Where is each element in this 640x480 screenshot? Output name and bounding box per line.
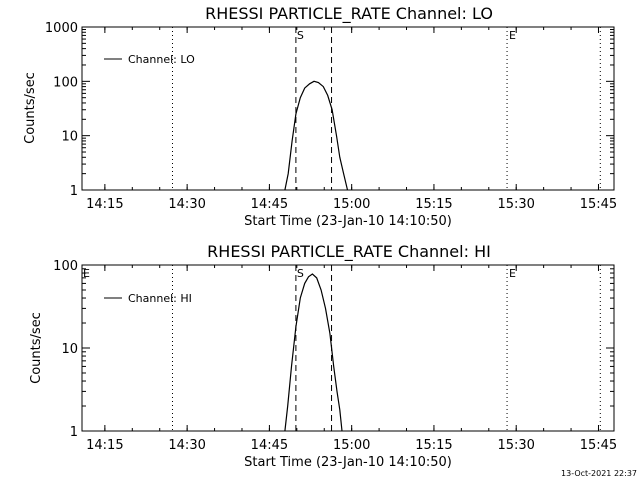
chart-panel-hi: RHESSI PARTICLE_RATE Channel: HI 14:15 14… xyxy=(29,242,617,470)
x-tick-label: 15:00 xyxy=(333,197,370,212)
chart-panel-lo: RHESSI PARTICLE_RATE Channel: LO 14:15 14… xyxy=(23,4,617,229)
y-tick-label: 100 xyxy=(53,259,78,274)
y-ticks: 1 10 100 1000 xyxy=(45,21,614,199)
y-tick-label: 1 xyxy=(70,425,78,440)
y-tick-label: 10 xyxy=(61,130,78,145)
y-tick-label: 1 xyxy=(70,184,78,199)
legend: Channel: LO xyxy=(104,53,195,66)
x-tick-label: 14:15 xyxy=(86,197,123,212)
x-tick-label: 15:15 xyxy=(415,438,452,453)
x-tick-label: 14:45 xyxy=(251,438,288,453)
chart-title: RHESSI PARTICLE_RATE Channel: LO xyxy=(205,4,493,24)
corner-mark: E xyxy=(83,267,90,280)
x-axis-label: Start Time (23-Jan-10 14:10:50) xyxy=(244,455,452,470)
y-tick-label: 1000 xyxy=(45,21,78,36)
legend-label: Channel: HI xyxy=(128,292,192,305)
legend-label: Channel: LO xyxy=(128,53,195,66)
x-tick-label: 14:45 xyxy=(251,197,288,212)
x-tick-label: 14:15 xyxy=(86,438,123,453)
x-tick-label: 15:15 xyxy=(415,197,452,212)
chart-title: RHESSI PARTICLE_RATE Channel: HI xyxy=(207,242,491,262)
series-line xyxy=(284,80,349,191)
legend: Channel: HI xyxy=(104,292,192,305)
y-tick-label: 10 xyxy=(61,342,78,357)
timestamp: 13-Oct-2021 22:37 xyxy=(561,469,637,478)
x-ticks: 14:15 14:30 14:45 15:00 15:15 15:30 15:45 xyxy=(86,27,617,212)
series-line xyxy=(284,273,343,432)
x-tick-label: 15:30 xyxy=(497,197,534,212)
marker-label: S xyxy=(297,267,304,280)
y-axis-label: Counts/sec xyxy=(29,312,44,384)
x-axis-label: Start Time (23-Jan-10 14:10:50) xyxy=(244,214,452,229)
marker-label: E xyxy=(509,267,516,280)
y-tick-label: 100 xyxy=(53,75,78,90)
x-tick-label: 15:45 xyxy=(580,197,617,212)
y-ticks: 1 10 100 xyxy=(53,259,614,440)
plot-frame xyxy=(81,26,615,191)
data-series xyxy=(284,273,343,432)
x-tick-label: 15:30 xyxy=(497,438,534,453)
x-tick-label: 14:30 xyxy=(168,197,205,212)
x-tick-label: 15:45 xyxy=(580,438,617,453)
x-ticks: 14:15 14:30 14:45 15:00 15:15 15:30 15:45 xyxy=(86,265,617,453)
data-series xyxy=(284,80,349,191)
x-tick-label: 14:30 xyxy=(168,438,205,453)
x-tick-label: 15:00 xyxy=(333,438,370,453)
marker-label: E xyxy=(509,29,516,42)
marker-label: S xyxy=(297,29,304,42)
plot-frame xyxy=(81,264,615,432)
y-axis-label: Counts/sec xyxy=(23,72,38,144)
